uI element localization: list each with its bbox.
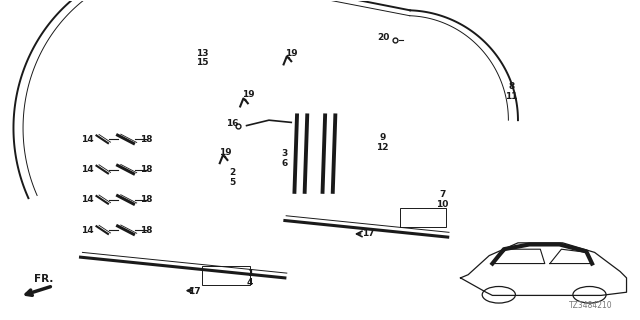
Text: 9
12: 9 12	[376, 133, 389, 152]
Text: 8
11: 8 11	[506, 82, 518, 101]
Text: 20: 20	[378, 33, 390, 42]
Text: FR.: FR.	[35, 274, 54, 284]
Bar	[400, 208, 446, 227]
Text: 14: 14	[81, 135, 93, 144]
Text: 17: 17	[188, 287, 200, 296]
Text: TZ3484210: TZ3484210	[569, 301, 612, 310]
Text: 18: 18	[140, 195, 152, 204]
Bar	[202, 267, 250, 285]
Text: 14: 14	[81, 195, 93, 204]
Text: 18: 18	[140, 135, 152, 144]
Text: 7
10: 7 10	[436, 190, 449, 209]
Text: 18: 18	[140, 165, 152, 174]
Text: 13
15: 13 15	[196, 49, 208, 68]
Text: 16: 16	[226, 119, 238, 128]
Text: 14: 14	[81, 165, 93, 174]
Text: 2
5: 2 5	[229, 168, 236, 187]
Text: 17: 17	[362, 229, 375, 238]
Text: 14: 14	[81, 226, 93, 235]
Text: 1
4: 1 4	[246, 268, 253, 287]
Text: 18: 18	[140, 226, 152, 235]
Text: 19: 19	[285, 49, 298, 58]
Text: 19: 19	[219, 148, 232, 156]
Text: 19: 19	[242, 90, 255, 99]
Text: 3
6: 3 6	[282, 149, 288, 168]
